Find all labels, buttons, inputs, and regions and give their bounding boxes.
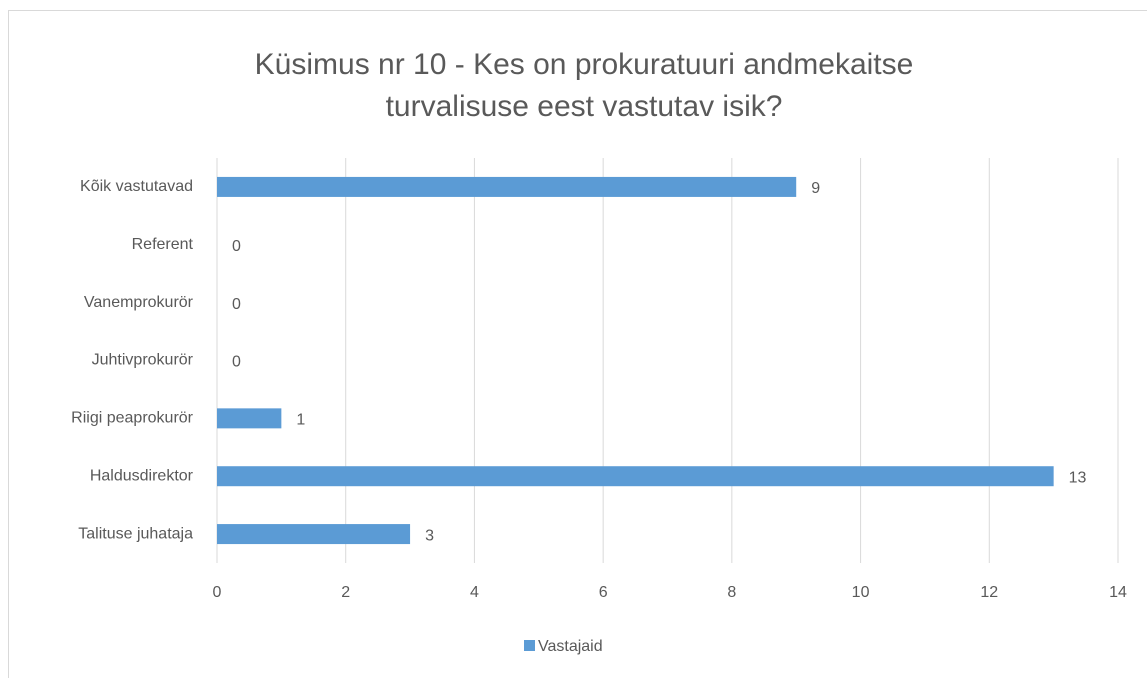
data-label: 0 [232, 238, 241, 255]
chart-title: turvalisuse eest vastutav isik? [386, 90, 783, 123]
x-tick-label: 0 [213, 584, 222, 601]
y-tick-label: Vanemprokurör [84, 294, 194, 311]
x-tick-label: 6 [599, 584, 608, 601]
x-tick-label: 4 [470, 584, 479, 601]
data-label: 13 [1069, 469, 1087, 486]
legend-label: Vastajaid [538, 638, 603, 655]
x-tick-label: 2 [341, 584, 350, 601]
data-label: 0 [232, 296, 241, 313]
bar [217, 524, 410, 544]
y-tick-label: Referent [132, 236, 194, 253]
bar [217, 466, 1054, 486]
legend-swatch [524, 640, 535, 651]
bar [217, 408, 281, 428]
x-tick-label: 12 [980, 584, 998, 601]
y-tick-label: Juhtivprokurör [92, 352, 194, 369]
y-tick-label: Kõik vastutavad [80, 178, 193, 195]
data-label: 0 [232, 354, 241, 371]
bar [217, 177, 796, 197]
y-tick-label: Riigi peaprokurör [71, 410, 194, 427]
data-label: 1 [296, 412, 305, 429]
chart-title: Küsimus nr 10 - Kes on prokuratuuri andm… [255, 48, 914, 81]
x-tick-label: 10 [852, 584, 870, 601]
x-tick-label: 8 [727, 584, 736, 601]
y-tick-label: Haldusdirektor [90, 467, 194, 484]
data-label: 3 [425, 527, 434, 544]
data-label: 9 [811, 180, 820, 197]
x-tick-label: 14 [1109, 584, 1127, 601]
y-tick-label: Talituse juhataja [78, 525, 193, 542]
